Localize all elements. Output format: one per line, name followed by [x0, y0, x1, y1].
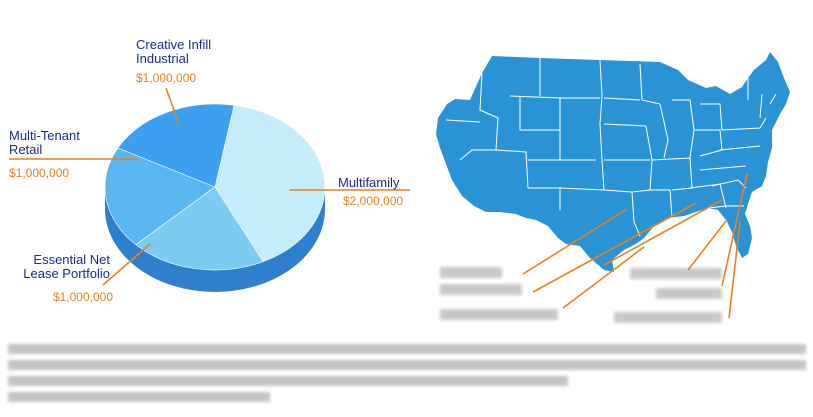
pie-leader-lines	[9, 87, 410, 286]
map-label-blurred	[656, 288, 722, 299]
pie-label-name: Multifamily	[338, 175, 400, 190]
pie-side	[105, 187, 325, 292]
pie-slices	[104, 103, 326, 271]
pie-side-wall	[105, 187, 325, 292]
united-states-map	[436, 52, 790, 272]
footnote-line-blurred	[8, 360, 806, 370]
pie-label-name: Lease Portfolio	[23, 266, 110, 281]
footnote-line-blurred	[8, 344, 806, 354]
pie-label-name: Industrial	[136, 51, 189, 66]
pie-label-value: $1,000,000	[9, 166, 69, 180]
pie-label-value: $1,000,000	[53, 290, 113, 304]
pie-slice-1	[135, 186, 264, 271]
pie-slice-2	[104, 147, 216, 246]
map-leader-lines	[522, 173, 748, 319]
footnote-line-blurred	[8, 392, 270, 402]
us-map-shape	[436, 52, 790, 272]
footnote-blurred	[8, 344, 806, 402]
map-label-blurred	[440, 309, 558, 320]
map-label-blurred	[440, 267, 502, 278]
pie-label-value: $2,000,000	[343, 194, 403, 208]
pie-label-name: Creative Infill	[136, 37, 211, 52]
footnote-line-blurred	[8, 376, 568, 386]
pie-labels: Multifamily $2,000,000 Essential NetLease …	[9, 37, 403, 304]
pie-label-name: Essential Net	[33, 252, 110, 267]
map-location-labels	[440, 267, 722, 323]
pie-leader-1	[102, 243, 151, 286]
pie-slice-3	[117, 103, 235, 188]
pie-label-name: Retail	[9, 142, 42, 157]
state-borders	[445, 58, 777, 237]
pie-chart	[104, 103, 326, 292]
map-label-blurred	[440, 284, 522, 295]
pie-slice-0	[214, 104, 326, 262]
map-label-blurred	[614, 312, 722, 323]
pie-label-name: Multi-Tenant	[9, 128, 80, 143]
pie-leader-3	[165, 87, 180, 125]
pie-label-value: $1,000,000	[136, 71, 196, 85]
map-label-blurred	[630, 268, 722, 279]
